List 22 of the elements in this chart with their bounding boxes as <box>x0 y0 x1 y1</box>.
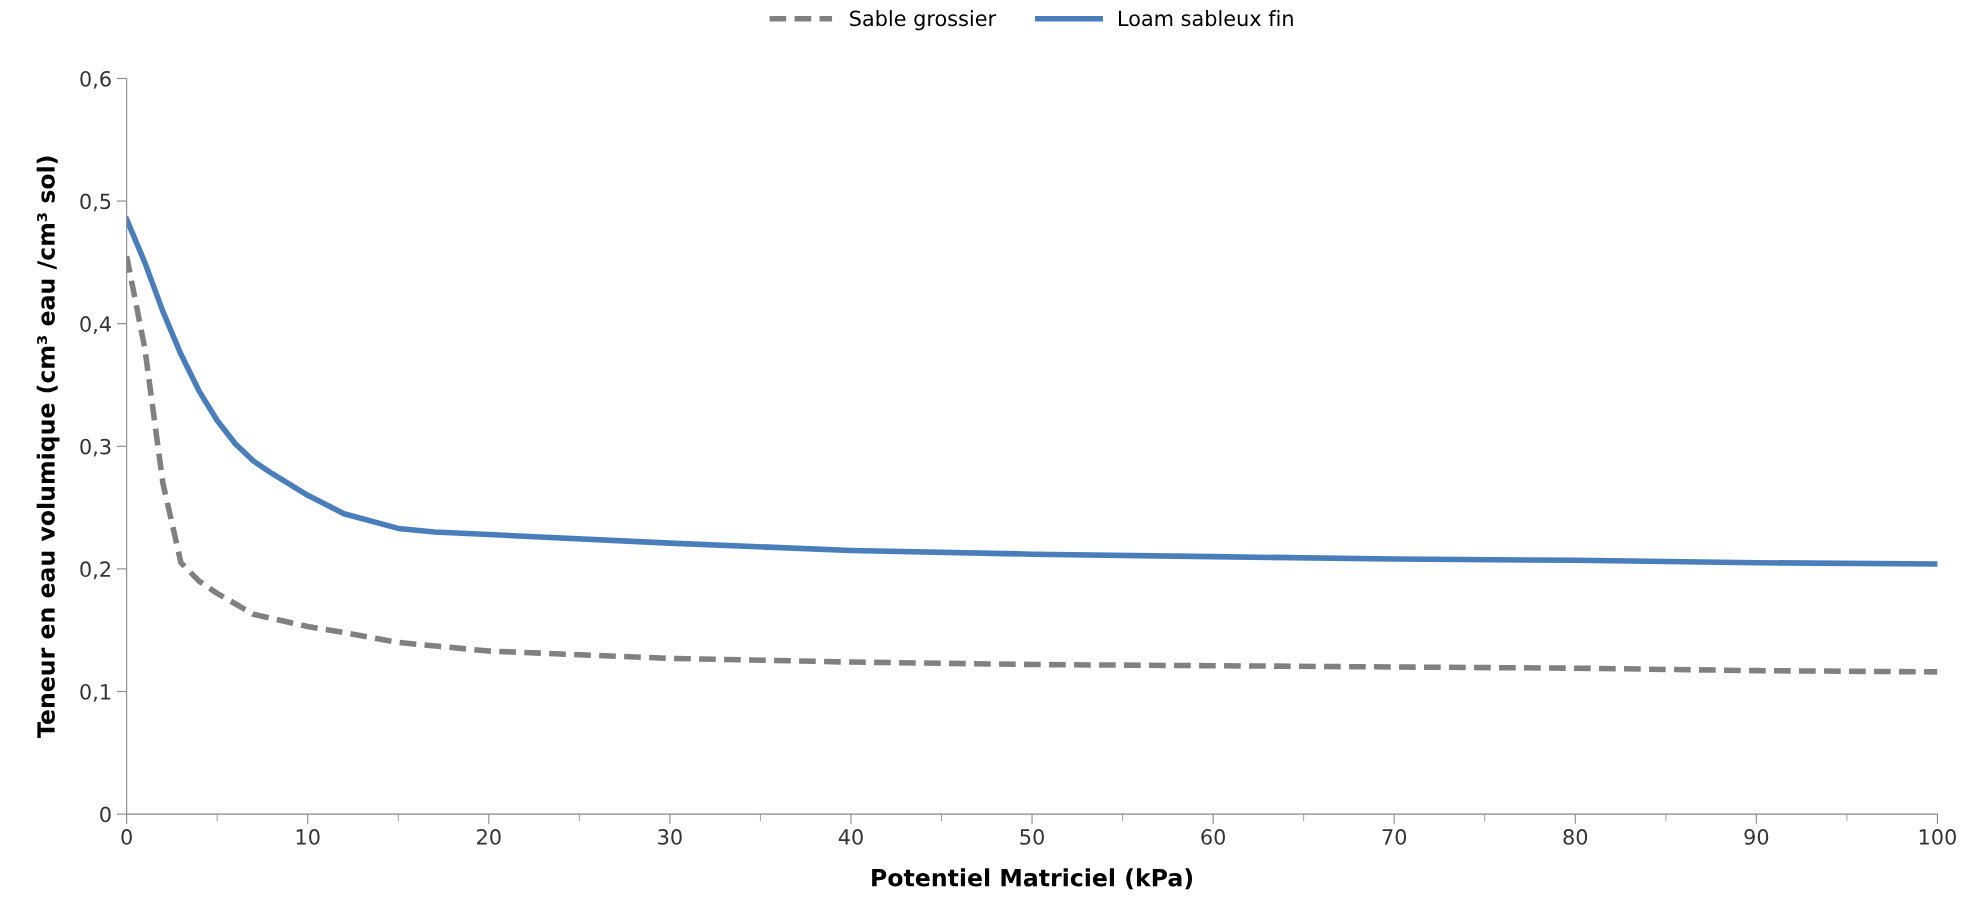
y-tick-label: 0,4 <box>80 316 111 334</box>
x-axis-title: Potentiel Matriciel (kPa) <box>872 868 1193 890</box>
x-tick-label: 60 <box>1201 829 1225 845</box>
x-tick-label: 100 <box>1919 829 1956 845</box>
x-tick-label: 0 <box>121 829 132 845</box>
x-tick-label: 70 <box>1382 829 1407 845</box>
x-tick-label: 30 <box>658 829 682 845</box>
y-tick-label: 0 <box>100 806 111 823</box>
y-tick-label: 0,1 <box>80 683 111 702</box>
y-tick-label: 0,3 <box>80 438 111 457</box>
x-tick-label: 40 <box>838 829 863 845</box>
x-tick-label: 20 <box>477 829 501 845</box>
x-tick-label: 90 <box>1744 829 1769 845</box>
x-tick-label: 80 <box>1563 829 1588 845</box>
legend-label: Loam sableux fin <box>1118 10 1293 27</box>
y-axis-title: Teneur en eau volumique (cm³ eau /cm³ sol) <box>36 156 60 738</box>
x-tick-label: 10 <box>296 829 320 845</box>
y-tick-label: 0,6 <box>80 70 111 89</box>
y-tick-label: 0,5 <box>80 193 111 212</box>
legend-label: Sable grossier <box>850 10 997 31</box>
y-tick-label: 0,2 <box>80 561 110 580</box>
x-tick-label: 50 <box>1020 829 1044 845</box>
